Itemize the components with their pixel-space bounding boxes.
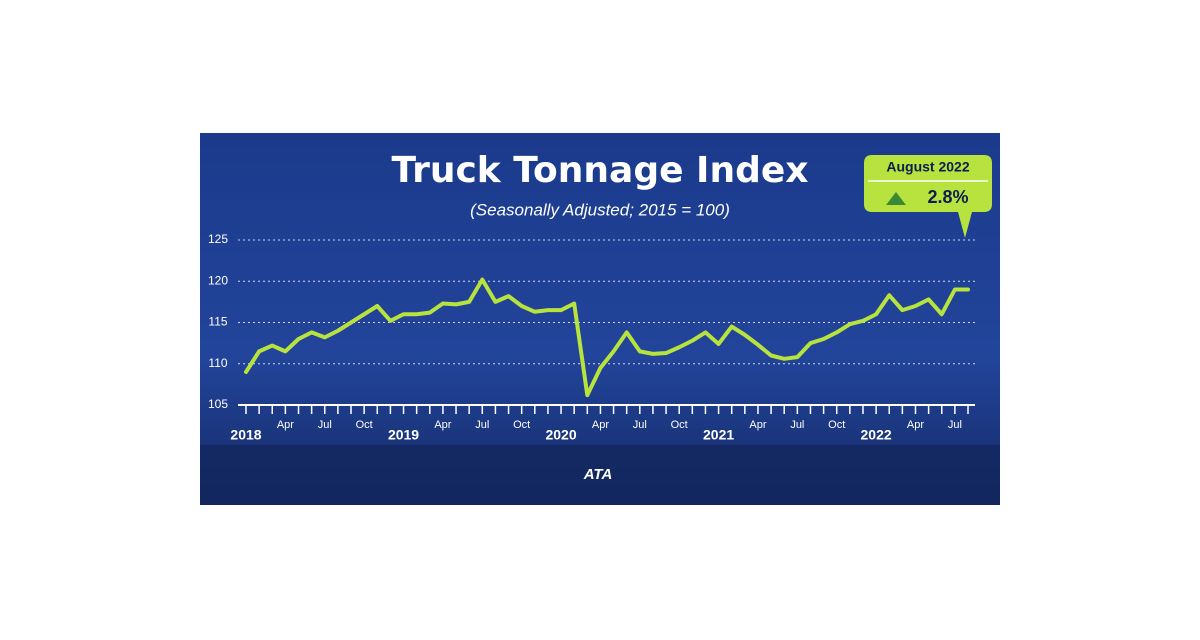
x-tick-label: Jul — [948, 419, 962, 431]
x-tick-label: 2022 — [861, 427, 892, 443]
chart-title: Truck Tonnage Index — [391, 150, 808, 191]
x-tick-label: Oct — [671, 419, 688, 431]
x-tick-label: Apr — [749, 419, 766, 431]
y-tick-label: 115 — [208, 315, 227, 329]
y-tick-label: 110 — [208, 356, 227, 370]
x-tick-label: 2018 — [230, 427, 261, 443]
y-tick-label: 105 — [208, 397, 228, 411]
x-tick-label: Jul — [318, 419, 332, 431]
callout-label: August 2022 — [886, 159, 969, 175]
x-tick-label: Jul — [790, 419, 804, 431]
x-tick-label: 2019 — [388, 427, 419, 443]
logo: ATA — [583, 466, 613, 483]
x-tick-label: Oct — [356, 419, 373, 431]
up-arrow — [886, 192, 906, 205]
x-tick-label: Apr — [592, 419, 609, 431]
callout-box — [864, 155, 992, 238]
x-tick-label: 2021 — [703, 427, 734, 443]
road — [200, 445, 1000, 505]
x-tick-label: Apr — [277, 419, 294, 431]
chart-subtitle: (Seasonally Adjusted; 2015 = 100) — [470, 200, 730, 219]
callout-value: 2.8% — [927, 187, 968, 207]
data-line — [244, 277, 970, 398]
x-tick-label: Apr — [434, 419, 451, 431]
callout: August 2022 2.8% — [864, 155, 992, 238]
x-tick-label: Apr — [907, 419, 924, 431]
y-tick-label: 120 — [208, 273, 228, 287]
y-tick-label: 125 — [208, 232, 228, 246]
x-tick-label: Jul — [633, 419, 647, 431]
x-tick-label: Oct — [513, 419, 530, 431]
x-tick-label: Oct — [828, 419, 845, 431]
x-tick-label: Jul — [475, 419, 489, 431]
x-tick-label: 2020 — [545, 427, 576, 443]
